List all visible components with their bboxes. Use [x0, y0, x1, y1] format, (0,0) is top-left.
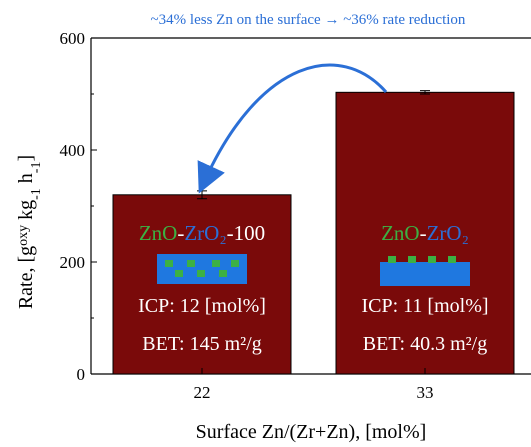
formula-part: ZrO₂ — [427, 221, 469, 245]
formula: ZnO-ZrO₂-100 — [139, 221, 265, 245]
icon-site — [175, 270, 183, 277]
icp-label: ICP: 12 [mol%] — [138, 295, 266, 317]
formula-part: -100 — [227, 221, 266, 245]
bet-label: BET: 40.3 m²/g — [363, 333, 487, 355]
icon-site — [231, 260, 239, 267]
icon-support — [157, 254, 247, 284]
icon-site — [219, 270, 227, 277]
y-tick-label: 400 — [60, 141, 86, 160]
icon-support — [380, 262, 470, 286]
x-tick-label: 22 — [194, 383, 211, 402]
y-label-part: oxy — [16, 225, 31, 246]
formula-part: ZnO — [139, 221, 178, 245]
y-label-part: kg — [15, 200, 37, 225]
icon-site — [408, 256, 416, 263]
chart: ~34% less Zn on the surface → ~36% rate … — [0, 0, 531, 447]
formula-part: ZnO — [381, 221, 420, 245]
x-tick-label: 33 — [417, 383, 434, 402]
y-label-part: -1 — [29, 162, 44, 174]
y-label-part: -1 — [29, 188, 44, 200]
icon-site — [428, 256, 436, 263]
y-tick-label: 0 — [77, 365, 86, 384]
y-label-part: Rate, [g — [15, 246, 37, 309]
formula-part: ZrO₂ — [184, 221, 226, 245]
annotation: ~34% less Zn on the surface → ~36% rate … — [151, 12, 466, 28]
formula: ZnO-ZrO₂ — [381, 221, 469, 245]
icon-site — [388, 256, 396, 263]
y-tick-label: 200 — [60, 253, 86, 272]
y-label-part: ] — [15, 155, 37, 162]
formula-part: - — [420, 221, 427, 245]
formula-part: - — [177, 221, 184, 245]
icon-site — [165, 260, 173, 267]
icon-site — [187, 260, 195, 267]
icon-site — [197, 270, 205, 277]
icp-label: ICP: 11 [mol%] — [361, 295, 488, 317]
bet-label: BET: 145 m²/g — [142, 333, 261, 355]
y-axis-label: Rate, [goxy kg-1 h-1] — [15, 155, 44, 309]
x-axis-label: Surface Zn/(Zr+Zn), [mol%] — [196, 421, 427, 443]
icon-site — [212, 260, 220, 267]
y-tick-label: 600 — [60, 29, 86, 48]
icon-site — [448, 256, 456, 263]
y-label-part: h — [15, 173, 37, 188]
